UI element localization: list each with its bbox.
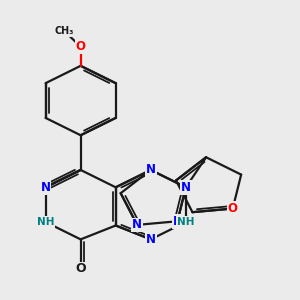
Text: N: N: [172, 215, 182, 228]
Text: CH₃: CH₃: [55, 26, 74, 36]
Text: NH: NH: [37, 217, 54, 227]
Text: O: O: [76, 40, 85, 53]
Text: NH: NH: [177, 217, 195, 227]
Text: N: N: [40, 181, 51, 194]
Text: O: O: [228, 202, 238, 215]
Text: N: N: [132, 218, 142, 231]
Text: O: O: [75, 262, 86, 275]
Text: N: N: [146, 164, 156, 176]
Text: N: N: [146, 233, 156, 246]
Text: N: N: [181, 181, 191, 194]
